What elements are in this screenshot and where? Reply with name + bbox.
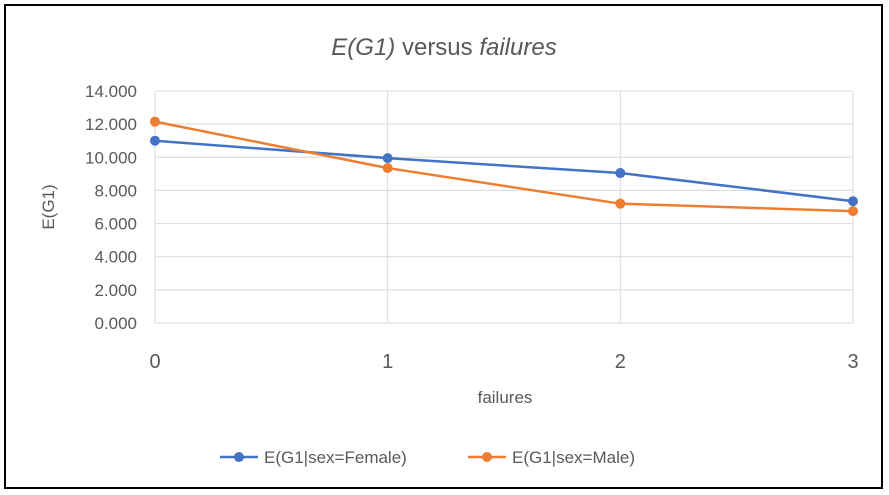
x-tick-label: 1 bbox=[382, 351, 393, 373]
x-tick-label: 0 bbox=[149, 351, 160, 373]
y-axis-ticks: 0.000 2.000 4.000 6.000 8.000 10.000 12.000 14.… bbox=[85, 82, 137, 333]
y-tick-label: 6.000 bbox=[94, 215, 137, 234]
title-part-1: E(G1) bbox=[331, 34, 395, 61]
chart-title: E(G1) versus failures bbox=[331, 34, 556, 61]
data-point-series-1 bbox=[382, 153, 393, 164]
y-tick-label: 4.000 bbox=[94, 248, 137, 267]
chart-frame bbox=[4, 4, 883, 489]
x-tick-label: 2 bbox=[615, 351, 626, 373]
title-part-3: failures bbox=[479, 34, 556, 61]
y-tick-label: 2.000 bbox=[94, 281, 137, 300]
y-tick-label: 0.000 bbox=[94, 314, 137, 333]
y-tick-label: 12.000 bbox=[85, 115, 137, 134]
data-point-series-1 bbox=[848, 196, 858, 207]
title-part-2: versus bbox=[395, 34, 479, 61]
y-axis-label: E(G1) bbox=[39, 184, 58, 229]
series-group bbox=[150, 116, 858, 217]
legend-marker-2 bbox=[482, 452, 492, 462]
y-tick-label: 10.000 bbox=[85, 148, 137, 167]
data-point-series-2 bbox=[848, 206, 858, 217]
legend: E(G1|sex=Female) E(G1|sex=Male) bbox=[220, 448, 635, 467]
x-axis-label: failures bbox=[478, 388, 533, 407]
legend-label-2: E(G1|sex=Male) bbox=[512, 448, 635, 467]
series-line-2 bbox=[154, 120, 854, 213]
data-point-series-1 bbox=[150, 135, 160, 146]
data-point-series-2 bbox=[382, 163, 393, 174]
legend-marker-1 bbox=[234, 452, 244, 462]
grid bbox=[154, 90, 854, 324]
legend-label-1: E(G1|sex=Female) bbox=[264, 448, 407, 467]
data-point-series-1 bbox=[615, 168, 626, 179]
x-tick-label: 3 bbox=[847, 351, 858, 373]
y-tick-label: 8.000 bbox=[94, 181, 137, 200]
x-axis-ticks: 0 1 2 3 bbox=[149, 351, 858, 373]
data-point-series-2 bbox=[615, 198, 626, 209]
series-line-1 bbox=[154, 139, 854, 203]
data-point-series-2 bbox=[150, 116, 160, 127]
y-tick-label: 14.000 bbox=[85, 82, 137, 101]
